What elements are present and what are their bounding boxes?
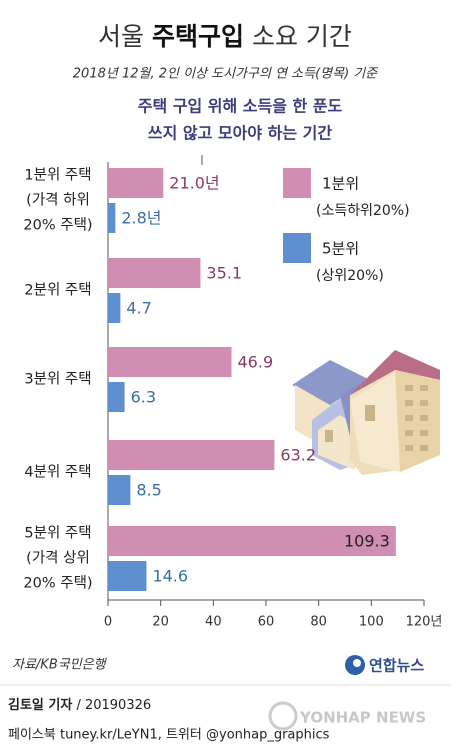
bar: [108, 440, 275, 470]
reporter: 김토일 기자: [8, 698, 72, 713]
legend-note: (소득하위20%): [316, 203, 410, 219]
x-tick-label: 40: [205, 615, 222, 630]
x-tick-label: 80: [310, 615, 327, 630]
houses-illustration: [292, 350, 440, 475]
legend-label: 1분위: [322, 175, 359, 193]
legend-swatch: [283, 233, 311, 263]
bar: [108, 203, 116, 233]
heading: 쓰지 않고 모아야 하는 기간: [148, 124, 332, 143]
category-label: 4분위 주택: [24, 464, 91, 481]
logo-mark: [353, 659, 361, 667]
bar: [108, 475, 131, 505]
category-label: (가격 하위: [26, 192, 90, 209]
bar: [108, 561, 147, 591]
legend-note: (상위20%): [316, 268, 384, 284]
value-label: 14.6: [152, 567, 188, 586]
category-label: 2분위 주택: [24, 282, 91, 299]
bar: [108, 293, 121, 323]
category-label: 1분위 주택: [24, 167, 91, 184]
subtitle: 2018년 12월, 2인 이상 도시가구의 연 소득(명목) 기준: [73, 67, 378, 82]
x-tick-label: 60: [258, 615, 275, 630]
title-part: 주택구입: [152, 22, 244, 51]
bar: [108, 347, 232, 377]
watermark-mark: [268, 701, 298, 731]
bar: [108, 168, 164, 198]
value-label: 21.0년: [169, 174, 219, 193]
title-part: 서울: [98, 22, 144, 51]
social: 페이스북 tuney.kr/LeYN1, 트위터 @yonhap_graphic…: [8, 728, 330, 743]
category-label: 20% 주택): [23, 217, 92, 234]
category-label: (가격 상위: [26, 550, 90, 567]
value-label: 46.9: [238, 353, 274, 372]
legend-swatch: [283, 168, 311, 198]
value-label: 2.8년: [121, 209, 161, 228]
x-tick-label: 20: [152, 615, 169, 630]
category-label: 20% 주택): [23, 575, 92, 592]
logo: 연합뉴스: [369, 657, 424, 675]
bar: [108, 382, 125, 412]
credit: 김토일 기자 / 20190326: [8, 698, 151, 713]
bar: [108, 258, 201, 288]
date: / 20190326: [72, 698, 151, 713]
value-label: 35.1: [206, 264, 242, 283]
value-label: 6.3: [131, 388, 156, 407]
watermark: YONHAP NEWS: [299, 709, 426, 727]
category-label: 5분위 주택: [24, 525, 91, 542]
x-tick-label: 100: [359, 615, 384, 630]
chart: 0 20 40 60 80 100 120년 1분위 주택 (가격 하위 20% 주택) 21.0년…: [23, 162, 442, 630]
value-label: 109.3: [344, 532, 390, 551]
heading: 주택 구입 위해 소득을 한 푼도: [138, 97, 343, 116]
value-label: 63.2: [280, 446, 316, 465]
x-tick-label: 120년: [406, 615, 443, 630]
title-part: 소요 기간: [252, 22, 352, 51]
title: 서울 주택구입 소요 기간: [98, 22, 352, 51]
source: 자료/KB국민은행: [12, 658, 108, 673]
value-label: 4.7: [126, 299, 151, 318]
legend-label: 5분위: [322, 240, 359, 258]
bar: [108, 526, 396, 556]
category-label: 3분위 주택: [24, 371, 91, 388]
x-tick-label: 0: [104, 615, 112, 630]
value-label: 8.5: [136, 481, 161, 500]
